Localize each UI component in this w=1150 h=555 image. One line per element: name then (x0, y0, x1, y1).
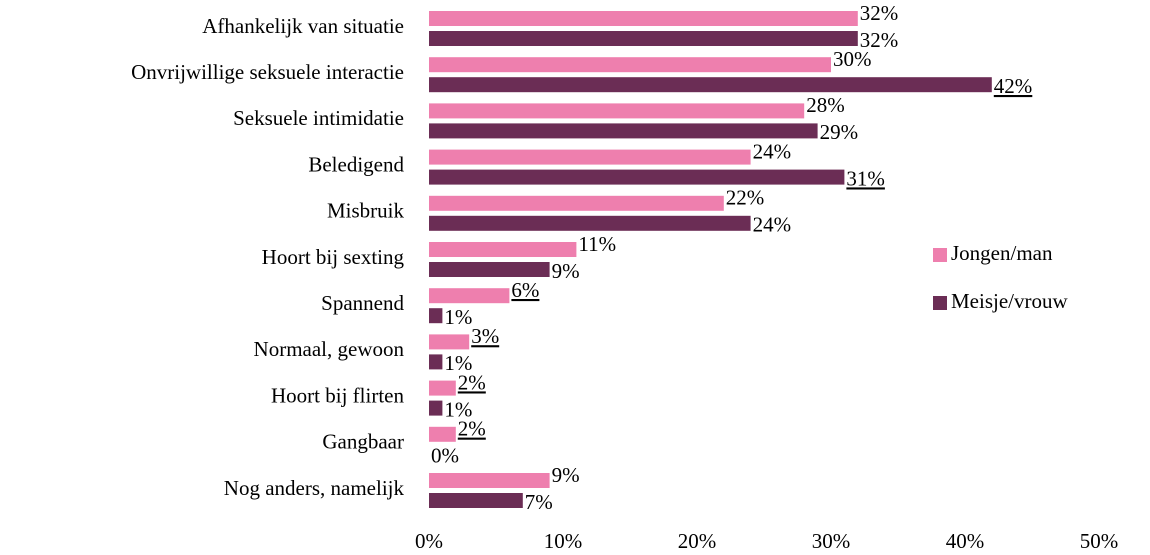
value-label: 29% (820, 120, 859, 144)
value-label: 32% (860, 28, 899, 52)
bar (429, 354, 443, 370)
bar (429, 11, 858, 26)
bar (429, 400, 443, 416)
value-label: 30% (833, 47, 872, 71)
value-label: 22% (726, 186, 765, 210)
bar (429, 123, 818, 139)
bar (429, 493, 523, 508)
value-label: 42% (994, 74, 1033, 98)
value-label: 24% (753, 139, 792, 163)
x-tick-label: 40% (946, 529, 985, 553)
value-label: 11% (578, 232, 616, 256)
bar (429, 308, 443, 324)
x-tick-label: 20% (678, 529, 717, 553)
value-label: 3% (471, 324, 499, 348)
bar (429, 334, 470, 350)
legend-swatch (933, 296, 947, 310)
value-label: 6% (511, 278, 539, 302)
bar (429, 195, 724, 211)
bar (429, 262, 550, 277)
value-label: 1% (444, 351, 472, 375)
category-label: Spannend (321, 291, 404, 315)
bar (429, 169, 845, 185)
category-label: Misbruik (327, 199, 405, 223)
legend-swatch (933, 248, 947, 262)
value-label: 32% (860, 1, 899, 25)
value-label: 7% (525, 490, 553, 514)
x-tick-label: 30% (812, 529, 851, 553)
x-tick-label: 0% (415, 529, 443, 553)
bar (429, 215, 751, 231)
bar (429, 31, 858, 46)
value-label: 2% (458, 370, 486, 394)
value-label: 9% (552, 259, 580, 283)
value-label: 0% (431, 444, 459, 468)
x-tick-label: 10% (544, 529, 583, 553)
category-label: Gangbaar (322, 430, 404, 454)
category-label: Hoort bij flirten (271, 383, 404, 407)
value-label: 2% (458, 417, 486, 441)
category-label: Seksuele intimidatie (233, 106, 404, 130)
legend-label: Meisje/vrouw (951, 289, 1068, 313)
bar (429, 473, 550, 488)
bar (429, 149, 751, 165)
bar (429, 103, 805, 119)
bar (429, 57, 831, 73)
bar (429, 426, 456, 442)
value-label: 31% (846, 166, 885, 190)
x-tick-label: 50% (1080, 529, 1119, 553)
value-label: 9% (552, 463, 580, 487)
value-label: 1% (444, 305, 472, 329)
category-label: Normaal, gewoon (254, 337, 405, 361)
category-label: Hoort bij sexting (262, 245, 405, 269)
bar (429, 380, 456, 396)
bar (429, 77, 992, 93)
value-label: 1% (444, 397, 472, 421)
value-label: 28% (806, 93, 845, 117)
category-label: Onvrijwillige seksuele interactie (131, 60, 404, 84)
value-label: 24% (753, 213, 792, 237)
bar (429, 242, 577, 257)
category-label: Nog anders, namelijk (224, 476, 405, 500)
legend-label: Jongen/man (951, 241, 1053, 265)
category-label: Beledigend (308, 152, 404, 176)
bar (429, 288, 510, 304)
category-label: Afhankelijk van situatie (202, 14, 404, 38)
